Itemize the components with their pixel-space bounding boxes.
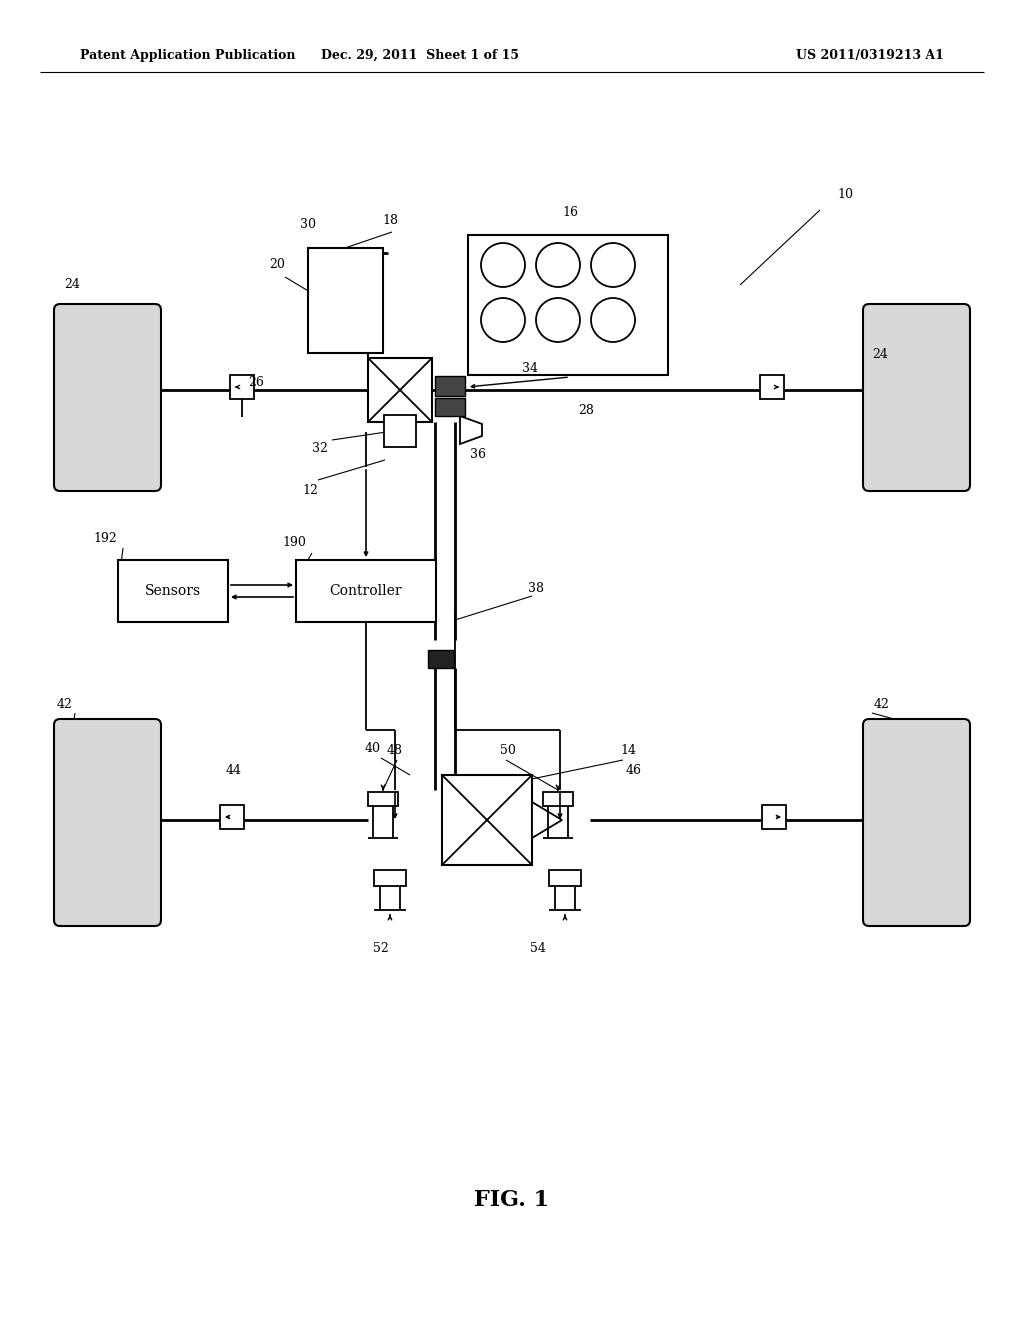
Text: Sensors: Sensors: [145, 583, 201, 598]
Bar: [368, 358, 432, 422]
Text: 48: 48: [387, 743, 403, 756]
Polygon shape: [460, 416, 482, 444]
FancyBboxPatch shape: [863, 719, 970, 927]
Text: 26: 26: [248, 375, 264, 388]
Text: 24: 24: [872, 348, 888, 362]
Bar: [760, 375, 784, 399]
Text: Controller: Controller: [330, 583, 402, 598]
Text: 10: 10: [837, 189, 853, 202]
Text: 12: 12: [302, 483, 317, 496]
Bar: [762, 805, 786, 829]
Text: 44: 44: [226, 763, 242, 776]
Text: 30: 30: [300, 219, 316, 231]
Text: 24: 24: [65, 279, 80, 292]
Bar: [384, 414, 416, 447]
FancyBboxPatch shape: [54, 719, 161, 927]
Polygon shape: [532, 803, 562, 838]
Text: 52: 52: [373, 941, 389, 954]
Text: US 2011/0319213 A1: US 2011/0319213 A1: [796, 49, 944, 62]
Bar: [374, 870, 406, 886]
Bar: [368, 792, 398, 807]
Text: 190: 190: [282, 536, 306, 549]
Text: 54: 54: [530, 941, 546, 954]
Bar: [230, 375, 254, 399]
Text: 192: 192: [93, 532, 117, 544]
Bar: [549, 870, 581, 886]
Text: 42: 42: [874, 698, 890, 711]
Bar: [428, 649, 454, 668]
Text: 42: 42: [57, 698, 73, 711]
Text: 14: 14: [620, 743, 636, 756]
Text: 38: 38: [528, 582, 544, 594]
Text: Dec. 29, 2011  Sheet 1 of 15: Dec. 29, 2011 Sheet 1 of 15: [321, 49, 519, 62]
Text: FIG. 1: FIG. 1: [474, 1189, 550, 1210]
Text: Patent Application Publication: Patent Application Publication: [80, 49, 296, 62]
Text: 18: 18: [382, 214, 398, 227]
Text: 46: 46: [626, 763, 642, 776]
Bar: [435, 399, 465, 416]
Bar: [308, 248, 383, 352]
Bar: [543, 792, 573, 807]
Text: 50: 50: [500, 743, 516, 756]
Bar: [435, 376, 465, 396]
Text: 28: 28: [579, 404, 594, 417]
Bar: [118, 560, 228, 622]
Text: 32: 32: [312, 441, 328, 454]
Text: 16: 16: [562, 206, 578, 219]
Bar: [468, 235, 668, 375]
FancyBboxPatch shape: [54, 304, 161, 491]
Text: 34: 34: [522, 362, 538, 375]
Bar: [442, 775, 532, 865]
Text: 40: 40: [365, 742, 381, 755]
Text: 36: 36: [470, 449, 486, 462]
Text: 20: 20: [269, 259, 285, 272]
Bar: [296, 560, 436, 622]
FancyBboxPatch shape: [863, 304, 970, 491]
Bar: [220, 805, 244, 829]
